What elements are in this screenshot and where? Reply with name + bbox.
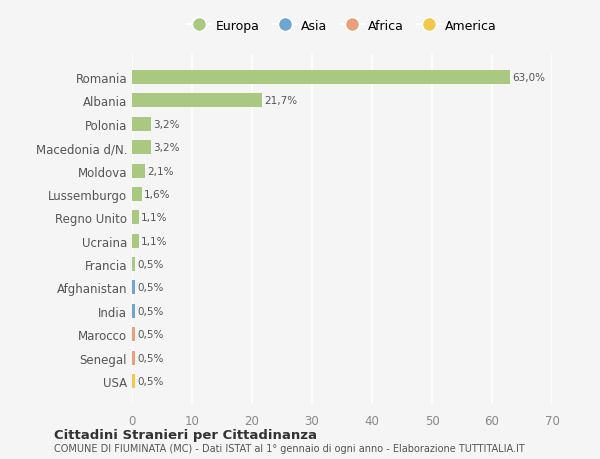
- Text: 3,2%: 3,2%: [154, 143, 180, 153]
- Bar: [132, 304, 135, 318]
- Text: 1,1%: 1,1%: [141, 213, 167, 223]
- Bar: [132, 257, 135, 271]
- Bar: [132, 281, 135, 295]
- Text: 0,5%: 0,5%: [137, 376, 164, 386]
- Text: 2,1%: 2,1%: [147, 166, 173, 176]
- Bar: [132, 188, 142, 202]
- Bar: [132, 71, 510, 85]
- Text: Cittadini Stranieri per Cittadinanza: Cittadini Stranieri per Cittadinanza: [54, 428, 317, 442]
- Bar: [132, 351, 135, 365]
- Bar: [132, 118, 151, 132]
- Bar: [132, 211, 139, 225]
- Text: 0,5%: 0,5%: [137, 283, 164, 293]
- Text: 63,0%: 63,0%: [512, 73, 545, 83]
- Bar: [132, 327, 135, 341]
- Bar: [132, 141, 151, 155]
- Bar: [132, 94, 262, 108]
- Bar: [132, 234, 139, 248]
- Text: 0,5%: 0,5%: [137, 330, 164, 339]
- Bar: [132, 374, 135, 388]
- Text: 1,6%: 1,6%: [144, 190, 170, 200]
- Text: 21,7%: 21,7%: [265, 96, 298, 106]
- Text: 0,5%: 0,5%: [137, 259, 164, 269]
- Text: COMUNE DI FIUMINATA (MC) - Dati ISTAT al 1° gennaio di ogni anno - Elaborazione : COMUNE DI FIUMINATA (MC) - Dati ISTAT al…: [54, 443, 525, 453]
- Bar: [132, 164, 145, 178]
- Text: 1,1%: 1,1%: [141, 236, 167, 246]
- Text: 3,2%: 3,2%: [154, 120, 180, 129]
- Text: 0,5%: 0,5%: [137, 353, 164, 363]
- Text: 0,5%: 0,5%: [137, 306, 164, 316]
- Legend: Europa, Asia, Africa, America: Europa, Asia, Africa, America: [183, 16, 501, 36]
